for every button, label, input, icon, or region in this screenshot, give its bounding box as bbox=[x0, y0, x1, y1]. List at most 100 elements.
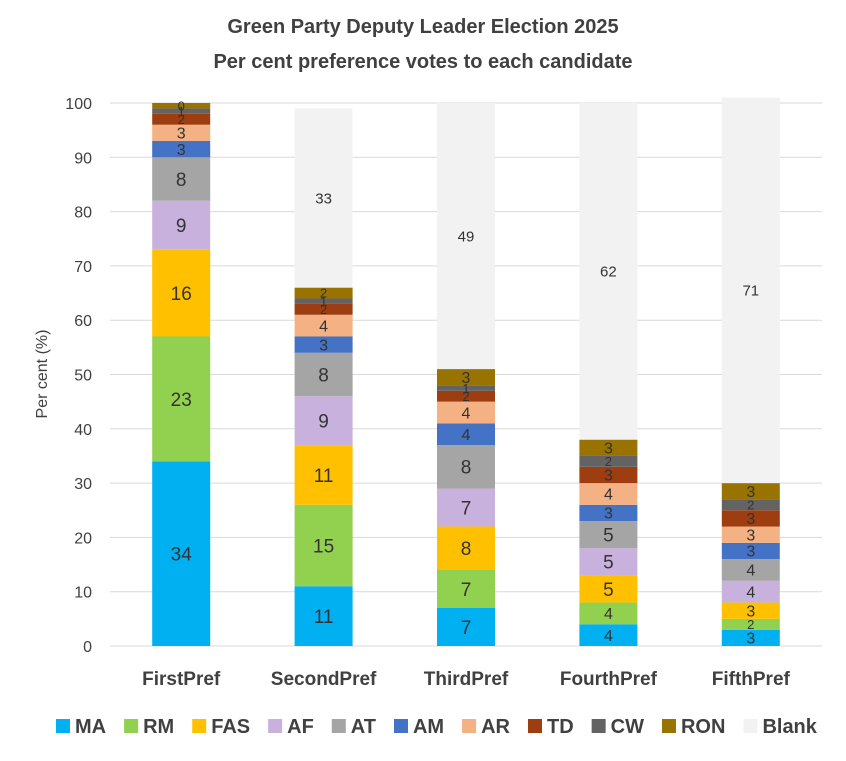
bar-ron-fifthpref bbox=[721, 483, 780, 500]
bar-cw-fourthpref bbox=[579, 455, 638, 467]
bar-am-secondpref bbox=[294, 336, 353, 353]
data-label-td: 2 bbox=[320, 302, 327, 317]
x-tick-label: FourthPref bbox=[560, 669, 658, 690]
bar-rm-fifthpref bbox=[721, 618, 780, 630]
data-label-at: 8 bbox=[461, 458, 472, 479]
data-label-td: 3 bbox=[604, 468, 613, 485]
legend-swatch-ar bbox=[462, 719, 477, 733]
bar-at-secondpref bbox=[294, 352, 353, 397]
bar-td-thirdpref bbox=[437, 390, 495, 402]
data-label-fas: 16 bbox=[171, 284, 192, 305]
bar-ar-firstpref bbox=[152, 124, 211, 142]
bar-blank-thirdpref bbox=[437, 103, 495, 370]
legend-label-blank: Blank bbox=[762, 716, 817, 738]
data-label-rm: 4 bbox=[604, 606, 613, 623]
bar-am-firstpref bbox=[152, 141, 211, 158]
data-label-blank: 49 bbox=[458, 228, 475, 245]
y-tick-label: 70 bbox=[74, 259, 92, 276]
data-label-ar: 3 bbox=[177, 126, 186, 143]
y-tick-label: 50 bbox=[74, 368, 92, 385]
data-label-ar: 4 bbox=[604, 487, 613, 504]
bar-ma-fifthpref bbox=[721, 629, 780, 646]
bar-cw-thirdpref bbox=[437, 385, 495, 391]
data-label-fas: 8 bbox=[461, 539, 472, 560]
legend-label-at: AT bbox=[351, 716, 376, 738]
chart-title: Green Party Deputy Leader Election 2025 bbox=[227, 16, 618, 38]
legend-label-af: AF bbox=[287, 716, 314, 738]
bar-fas-secondpref bbox=[294, 445, 353, 505]
legend-label-ma: MA bbox=[75, 716, 106, 738]
data-label-af: 9 bbox=[176, 216, 187, 237]
y-tick-label: 30 bbox=[74, 476, 92, 493]
bar-rm-firstpref bbox=[152, 336, 211, 462]
legend-swatch-am bbox=[393, 719, 408, 733]
data-label-am: 3 bbox=[604, 506, 613, 523]
legend-swatch-cw bbox=[591, 719, 606, 733]
data-label-ma: 34 bbox=[171, 545, 193, 566]
legend-label-ar: AR bbox=[481, 716, 510, 738]
bar-at-thirdpref bbox=[437, 445, 495, 489]
legend-swatch-td bbox=[527, 719, 542, 733]
bar-fas-firstpref bbox=[152, 249, 211, 337]
data-label-cw: 1 bbox=[178, 104, 185, 119]
legend-swatch-rm bbox=[124, 719, 139, 733]
data-label-at: 8 bbox=[318, 365, 329, 386]
data-label-td: 2 bbox=[178, 112, 185, 127]
x-tick-label: SecondPref bbox=[271, 669, 377, 690]
data-label-ron: 0 bbox=[178, 98, 185, 113]
bar-td-secondpref bbox=[294, 303, 353, 315]
data-label-blank: 62 bbox=[600, 264, 617, 281]
legend-label-td: TD bbox=[547, 716, 574, 738]
legend-swatch-at bbox=[331, 719, 346, 733]
data-label-blank: 33 bbox=[315, 190, 332, 207]
bar-ron-firstpref bbox=[152, 103, 211, 109]
bar-fas-fourthpref bbox=[579, 575, 638, 603]
legend: MA RM FAS AF AT AM AR TD CW RON Blank bbox=[56, 716, 818, 738]
bar-fas-thirdpref bbox=[437, 526, 495, 570]
data-label-ron: 3 bbox=[746, 484, 755, 501]
data-label-am: 3 bbox=[177, 142, 186, 159]
bar-af-thirdpref bbox=[437, 488, 495, 527]
y-tick-label: 40 bbox=[74, 422, 92, 439]
data-label-td: 2 bbox=[462, 389, 469, 404]
data-label-rm: 2 bbox=[747, 617, 754, 632]
bar-at-fifthpref bbox=[721, 559, 780, 581]
data-label-am: 3 bbox=[746, 544, 755, 561]
y-tick-label: 10 bbox=[74, 585, 92, 602]
bar-af-fifthpref bbox=[721, 580, 780, 603]
data-label-af: 7 bbox=[461, 498, 472, 519]
bar-ar-secondpref bbox=[294, 314, 353, 337]
data-label-at: 8 bbox=[176, 170, 187, 191]
data-label-af: 5 bbox=[603, 553, 614, 574]
y-tick-label: 80 bbox=[74, 205, 92, 222]
x-tick-label: ThirdPref bbox=[424, 669, 509, 690]
bar-ron-thirdpref bbox=[437, 369, 495, 386]
data-label-ar: 4 bbox=[462, 405, 471, 422]
bars bbox=[152, 97, 780, 646]
data-labels: 3423169833210111511983421233778784421349… bbox=[171, 98, 760, 647]
data-label-blank: 71 bbox=[742, 283, 759, 300]
legend-swatch-ron bbox=[661, 719, 676, 733]
data-label-fas: 3 bbox=[746, 603, 755, 620]
bar-am-thirdpref bbox=[437, 423, 495, 446]
data-label-ma: 4 bbox=[604, 628, 613, 645]
data-label-ron: 3 bbox=[462, 370, 471, 387]
data-label-ron: 3 bbox=[604, 441, 613, 458]
data-label-fas: 11 bbox=[314, 466, 334, 487]
data-label-ar: 3 bbox=[746, 527, 755, 544]
bar-at-firstpref bbox=[152, 157, 211, 201]
x-tick-label: FifthPref bbox=[712, 669, 791, 690]
data-label-rm: 7 bbox=[461, 580, 472, 601]
bar-rm-thirdpref bbox=[437, 569, 495, 608]
data-label-at: 5 bbox=[603, 526, 614, 547]
bar-ron-secondpref bbox=[294, 287, 353, 299]
data-label-td: 3 bbox=[746, 511, 755, 528]
bar-fas-fifthpref bbox=[721, 602, 780, 619]
data-label-am: 4 bbox=[462, 427, 471, 444]
bar-at-fourthpref bbox=[579, 521, 638, 549]
bar-ar-thirdpref bbox=[437, 401, 495, 424]
bar-ar-fifthpref bbox=[721, 526, 780, 543]
data-label-ma: 7 bbox=[461, 618, 472, 639]
